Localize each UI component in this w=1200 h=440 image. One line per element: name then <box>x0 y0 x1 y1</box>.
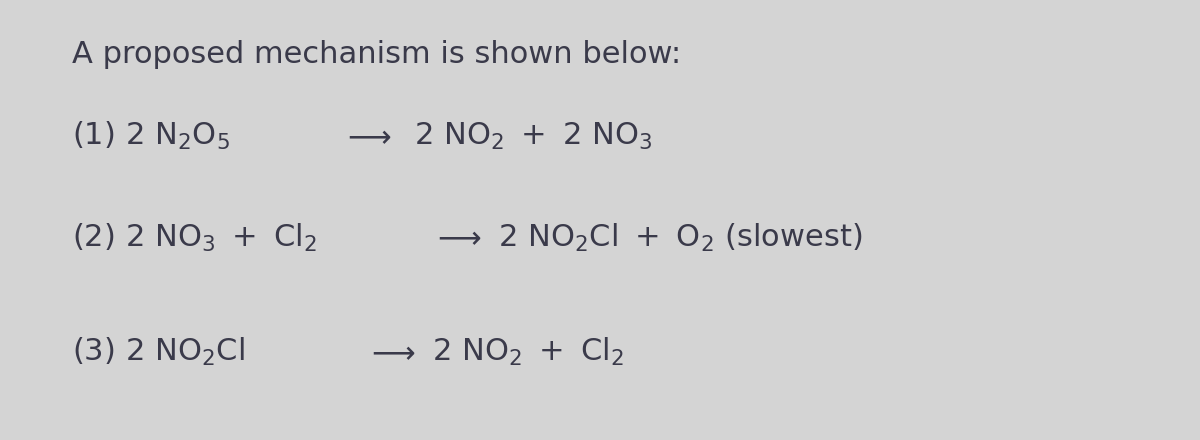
Text: $\mathregular{\longrightarrow}$: $\mathregular{\longrightarrow}$ <box>432 224 482 253</box>
Text: $\mathregular{2\ NO_2Cl\ +\ O_2\ (slowest)}$: $\mathregular{2\ NO_2Cl\ +\ O_2\ (slowes… <box>498 221 863 253</box>
Text: $\mathregular{\longrightarrow}$: $\mathregular{\longrightarrow}$ <box>342 122 392 151</box>
Text: $\mathregular{(2)\ 2\ NO_3\ +\ Cl_2}$: $\mathregular{(2)\ 2\ NO_3\ +\ Cl_2}$ <box>72 221 317 253</box>
Text: $\mathregular{\longrightarrow}$: $\mathregular{\longrightarrow}$ <box>366 338 416 367</box>
Text: $\mathregular{2\ NO_2\ +\ 2\ NO_3}$: $\mathregular{2\ NO_2\ +\ 2\ NO_3}$ <box>414 121 653 152</box>
Text: $\mathregular{(1)\ 2\ N_2O_5}$: $\mathregular{(1)\ 2\ N_2O_5}$ <box>72 120 230 152</box>
Text: $\mathregular{(3)\ 2\ NO_2Cl}$: $\mathregular{(3)\ 2\ NO_2Cl}$ <box>72 336 245 368</box>
Text: $\mathregular{2\ NO_2\ +\ Cl_2}$: $\mathregular{2\ NO_2\ +\ Cl_2}$ <box>432 336 624 368</box>
Text: A proposed mechanism is shown below:: A proposed mechanism is shown below: <box>72 40 682 69</box>
